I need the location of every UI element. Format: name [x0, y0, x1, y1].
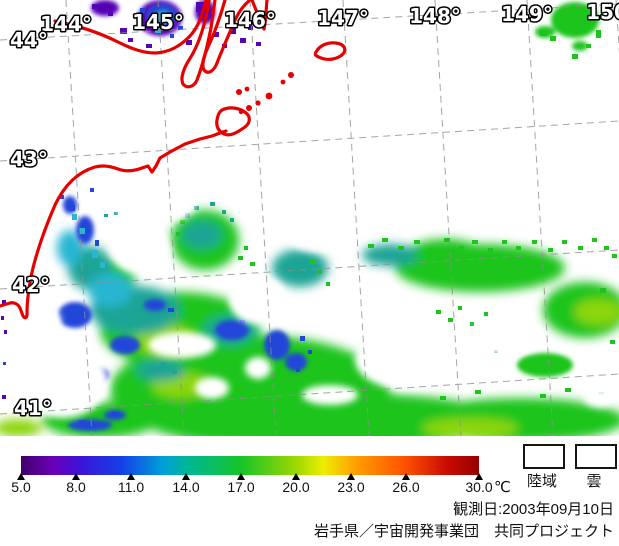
cloud-holes: [7, 147, 616, 418]
latitude-label: 43°: [10, 147, 48, 171]
longitude-label: 146°: [224, 8, 276, 32]
latitude-label: 41°: [14, 396, 52, 420]
colorbar-tick-label: 20.0: [282, 479, 310, 495]
colorbar-tick: [237, 473, 245, 480]
colorbar-tick-label: 30.0: [465, 479, 493, 495]
longitude-label: 150°: [586, 0, 619, 24]
legend-cloud-swatch: [575, 444, 617, 469]
longitude-label: 148°: [409, 4, 461, 28]
colorbar-tick-label: 8.0: [66, 479, 86, 495]
latitude-label: 42°: [12, 273, 50, 297]
longitude-label: 147°: [317, 6, 369, 30]
colorbar-tick: [402, 473, 410, 480]
colorbar-tick: [127, 473, 135, 480]
observation-date: 観測日:2003年09月10日: [453, 501, 614, 518]
colorbar-tick-label: 23.0: [337, 479, 365, 495]
colorbar-tick: [347, 473, 355, 480]
habomai-islands: [236, 72, 294, 115]
longitude-label: 149°: [501, 2, 553, 26]
legend-land-label: 陸域: [526, 473, 557, 490]
colorbar-tick-label: 5.0: [11, 479, 31, 495]
longitude-label: 144°: [40, 12, 92, 36]
colorbar-tick: [292, 473, 300, 480]
colorbar-tick: [182, 473, 190, 480]
sst-field: [0, 0, 619, 448]
legend-cloud-label: 雲: [586, 473, 602, 490]
colorbar-tick-label: 17.0: [227, 479, 255, 495]
colorbar-tick-label: 14.0: [172, 479, 200, 495]
colorbar-tick: [72, 473, 80, 480]
sst-speckles: [1, 2, 617, 424]
project-credit: 岩手県／宇宙開発事業団 共同プロジェクト: [313, 523, 614, 540]
sst-map: 144° 145° 146° 147° 148° 149° 150° 44° 4…: [0, 0, 619, 448]
colorbar-unit: ℃: [494, 479, 511, 496]
temperature-colorbar: [21, 456, 479, 475]
colorbar-tick: [475, 473, 483, 480]
colorbar-tick-label: 26.0: [392, 479, 420, 495]
graticule: [0, 0, 619, 437]
longitude-label: 145°: [132, 10, 184, 34]
coastline: [0, 0, 347, 320]
colorbar-tick: [17, 473, 25, 480]
latitude-label: 44°: [10, 28, 48, 52]
colorbar-tick-label: 11.0: [117, 479, 145, 495]
map-labels: 144° 145° 146° 147° 148° 149° 150° 44° 4…: [9, 0, 619, 422]
legend-land-swatch: [523, 444, 565, 469]
